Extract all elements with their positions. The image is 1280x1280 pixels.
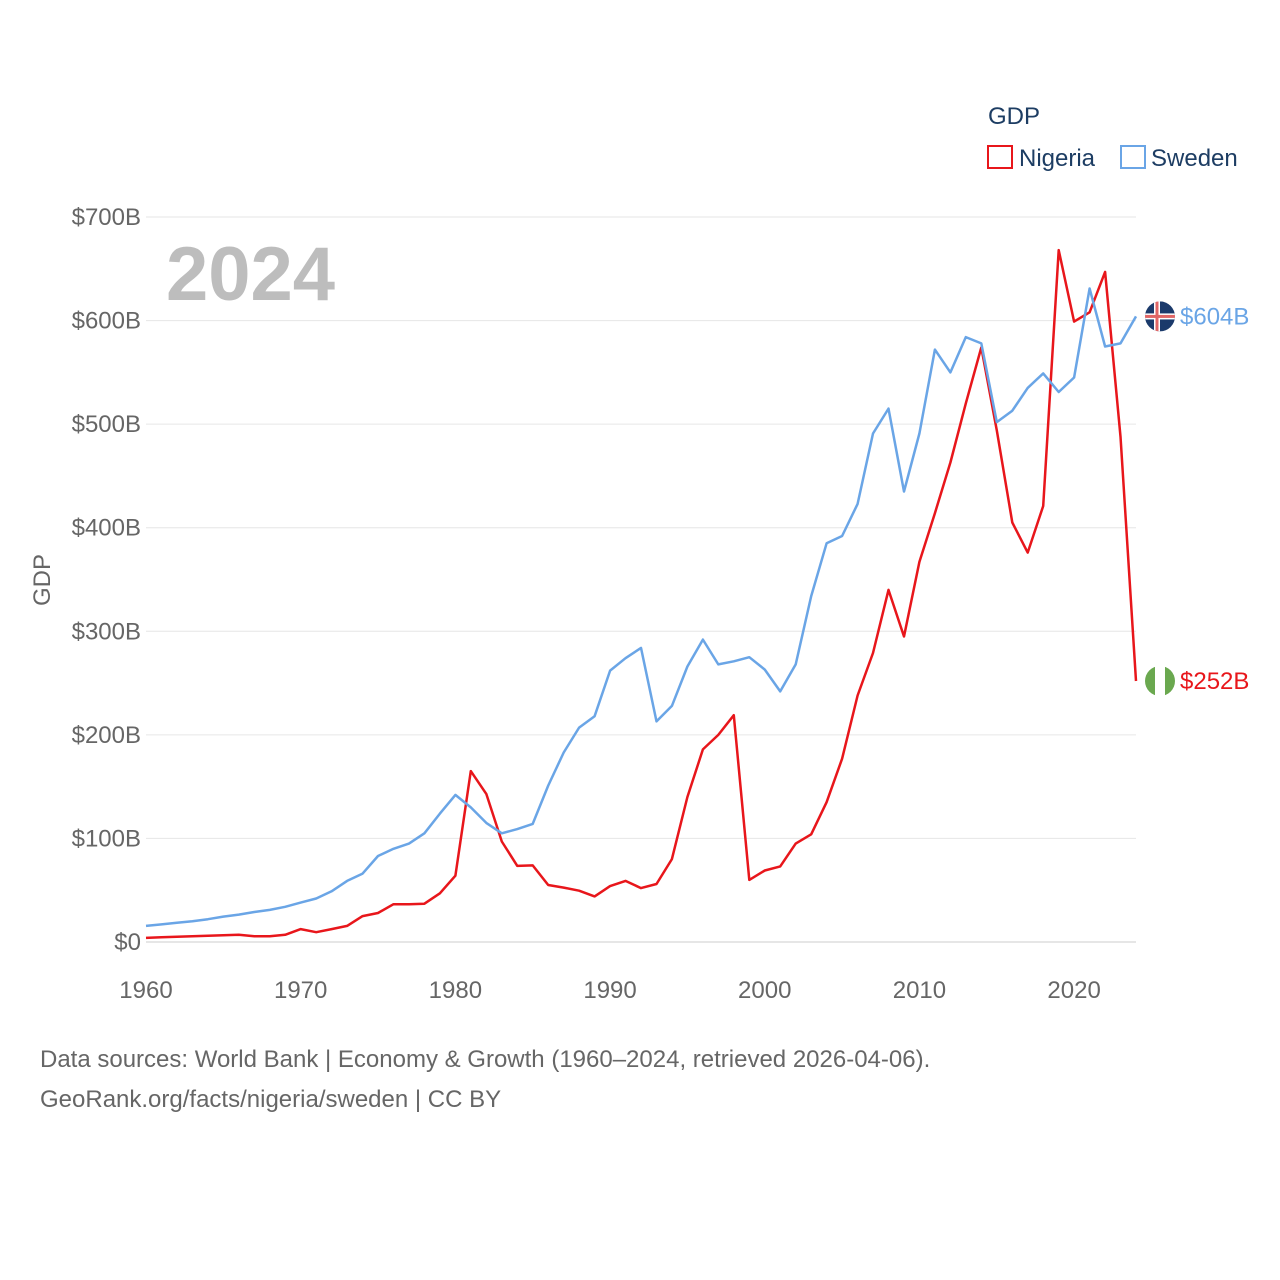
x-tick-label: 2020 bbox=[1047, 977, 1100, 1004]
y-tick-label: $600B bbox=[72, 308, 141, 335]
x-tick-label: 1990 bbox=[583, 977, 636, 1004]
legend-swatch-nigeria[interactable] bbox=[987, 145, 1013, 169]
y-axis-ticks: $0 $100B $200B $300B $400B $500B $600B $700B bbox=[72, 204, 141, 956]
x-tick-label: 1980 bbox=[429, 977, 482, 1004]
x-tick-label: 1960 bbox=[119, 977, 172, 1004]
y-tick-label: $0 bbox=[114, 929, 141, 956]
y-tick-label: $100B bbox=[72, 825, 141, 852]
y-tick-label: $300B bbox=[72, 618, 141, 645]
series-end-markers: $252B $604B bbox=[1145, 301, 1249, 696]
series-line-nigeria[interactable] bbox=[145, 248, 1138, 940]
year-watermark: 2024 bbox=[166, 232, 335, 317]
gridlines bbox=[146, 216, 1136, 943]
footer-attribution-link[interactable]: GeoRank.org/facts/nigeria/sweden | CC BY bbox=[40, 1086, 502, 1113]
footer-data-sources: Data sources: World Bank | Economy & Gro… bbox=[40, 1046, 931, 1073]
flag-icon-nigeria bbox=[1145, 666, 1175, 696]
footer-source: Data sources: World Bank | Economy & Gro… bbox=[40, 1040, 930, 1120]
legend-title: GDP bbox=[988, 103, 1040, 130]
legend-swatch-sweden[interactable] bbox=[1120, 145, 1146, 169]
end-value-label-nigeria: $252B bbox=[1180, 668, 1249, 695]
x-axis-ticks: 1960 1970 1980 1990 2000 2010 2020 bbox=[119, 977, 1101, 1004]
x-tick-label: 2000 bbox=[738, 977, 791, 1004]
series-line-sweden[interactable] bbox=[145, 287, 1138, 928]
legend: GDP Nigeria Sweden bbox=[987, 103, 1238, 172]
x-tick-label: 2010 bbox=[893, 977, 946, 1004]
y-tick-label: $700B bbox=[72, 204, 141, 231]
legend-label-nigeria[interactable]: Nigeria bbox=[1019, 145, 1096, 172]
x-tick-label: 1970 bbox=[274, 977, 327, 1004]
flag-icon-sweden bbox=[1145, 301, 1175, 332]
y-tick-label: $400B bbox=[72, 515, 141, 542]
end-value-label-sweden: $604B bbox=[1180, 303, 1249, 330]
y-tick-label: $200B bbox=[72, 722, 141, 749]
series-lines bbox=[145, 248, 1138, 940]
y-tick-label: $500B bbox=[72, 411, 141, 438]
legend-label-sweden[interactable]: Sweden bbox=[1151, 145, 1238, 172]
y-axis-title: GDP bbox=[29, 554, 56, 606]
